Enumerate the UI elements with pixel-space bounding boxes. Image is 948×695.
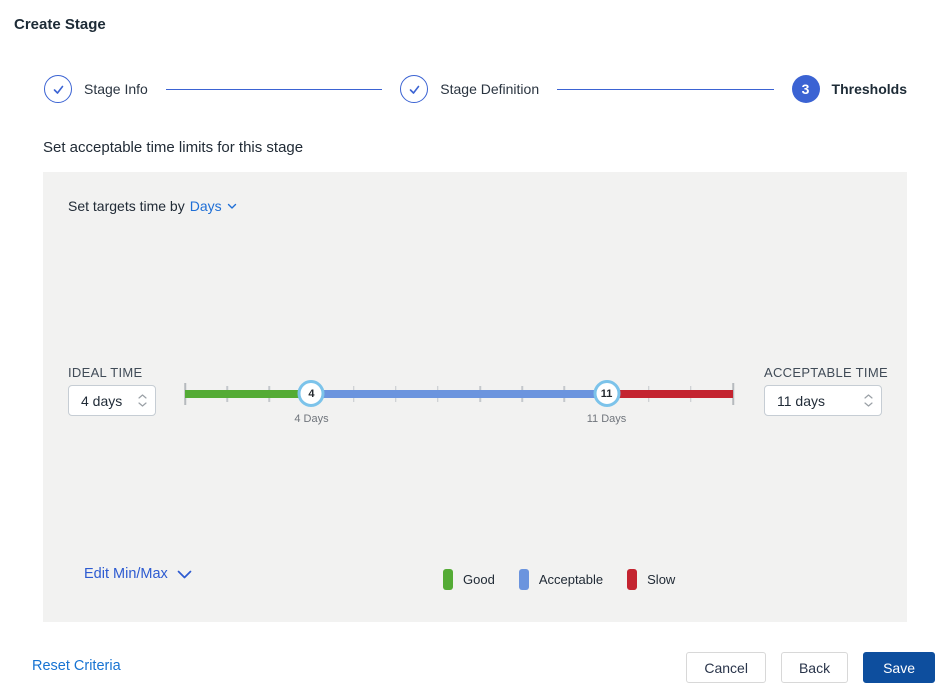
step-complete-icon — [400, 75, 429, 103]
thresholds-panel: Set targets time by Days IDEAL TIME 4 da… — [43, 172, 907, 622]
step-thresholds[interactable]: 3 Thresholds — [791, 75, 908, 103]
legend: Good Acceptable Slow — [443, 569, 675, 590]
step-number-badge: 3 — [791, 75, 820, 103]
back-button[interactable]: Back — [780, 652, 849, 683]
ideal-handle-value: 4 — [308, 387, 315, 400]
ideal-time-input[interactable]: 4 days — [68, 385, 156, 416]
legend-label: Acceptable — [538, 572, 604, 587]
target-time-unit-value: Days — [189, 198, 222, 214]
slider-segment-good — [185, 390, 312, 398]
footer-buttons: Cancel Back Save — [686, 652, 935, 683]
stepper: Stage Info Stage Definition 3 Thresholds — [44, 75, 907, 103]
chevron-down-icon — [864, 402, 873, 407]
acceptable-time-handle[interactable]: 11 — [593, 380, 621, 407]
chevron-down-icon — [227, 203, 236, 209]
slider-segment-acceptable — [311, 390, 607, 398]
ideal-time-handle[interactable]: 4 — [297, 380, 325, 407]
acceptable-time-label: ACCEPTABLE TIME — [764, 365, 888, 380]
acceptable-time-stepper[interactable] — [864, 394, 873, 407]
legend-item-slow: Slow — [627, 569, 675, 590]
target-time-row: Set targets time by Days — [68, 198, 237, 214]
step-connector — [557, 88, 774, 90]
acceptable-time-input[interactable]: 11 days — [764, 385, 882, 416]
step-label: Stage Definition — [440, 81, 540, 97]
ideal-time-stepper[interactable] — [138, 394, 147, 407]
step-complete-icon — [44, 75, 72, 103]
reset-criteria-link[interactable]: Reset Criteria — [32, 658, 121, 674]
section-heading: Set acceptable time limits for this stag… — [43, 139, 304, 156]
cancel-button[interactable]: Cancel — [686, 652, 766, 683]
step-stage-info[interactable]: Stage Info — [44, 75, 148, 103]
acceptable-swatch — [518, 569, 529, 590]
ideal-handle-label: 4 Days — [294, 413, 329, 425]
legend-label: Slow — [647, 572, 676, 587]
ideal-time-label: IDEAL TIME — [68, 365, 143, 380]
step-label: Thresholds — [831, 81, 908, 97]
target-time-label: Set targets time by — [68, 198, 185, 214]
time-range-slider[interactable]: 4 11 4 Days 11 Days — [184, 350, 734, 425]
slow-swatch — [627, 569, 638, 590]
edit-minmax-link[interactable]: Edit Min/Max — [84, 566, 192, 582]
legend-label: Good — [463, 572, 495, 587]
slider-tick — [732, 383, 734, 405]
acceptable-handle-label: 11 Days — [586, 413, 627, 425]
chevron-up-icon — [138, 394, 147, 399]
target-time-unit-dropdown[interactable]: Days — [190, 198, 237, 214]
chevron-up-icon — [864, 394, 873, 399]
edit-minmax-label: Edit Min/Max — [84, 566, 168, 582]
step-stage-definition[interactable]: Stage Definition — [400, 75, 539, 103]
acceptable-handle-value: 11 — [600, 387, 613, 400]
slider-segment-slow — [606, 390, 733, 398]
ideal-time-value: 4 days — [81, 392, 123, 409]
save-button[interactable]: Save — [863, 652, 935, 683]
legend-item-acceptable: Acceptable — [518, 569, 604, 590]
chevron-down-icon — [138, 402, 147, 407]
legend-item-good: Good — [443, 569, 495, 590]
step-connector — [165, 88, 383, 90]
acceptable-time-value: 11 days — [777, 392, 825, 409]
page-title: Create Stage — [14, 16, 106, 33]
step-label: Stage Info — [84, 81, 148, 97]
good-swatch — [443, 569, 453, 590]
chevron-down-icon — [177, 570, 192, 578]
